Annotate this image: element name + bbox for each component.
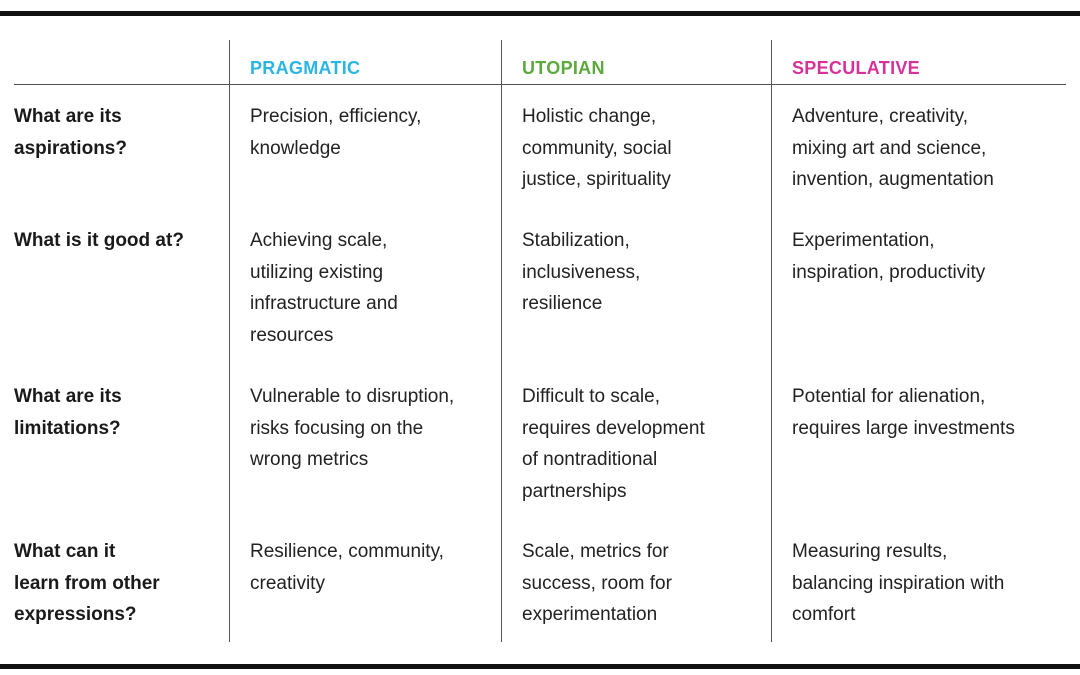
header-speculative: SPECULATIVE [792,58,920,78]
cell-line: requires development [522,417,705,439]
cell-line: Stabilization, [522,230,630,251]
cell-speculative-limitations: Potential for alienation, requires large… [792,381,1062,444]
cell-line: Resilience, community, [250,541,444,562]
cell-line: Holistic change, [522,106,657,127]
cell-line: invention, augmentation [792,169,994,190]
cell-line: Scale, metrics for [522,541,669,562]
cell-line: requires large investments [792,417,1015,439]
cell-utopian-aspirations: Holistic change, community, social justi… [522,101,762,196]
cell-line: resources [250,324,334,346]
cell-line: experimentation [522,604,658,625]
row-label-good-at: What is it good at? [14,225,219,257]
cell-line: partnerships [522,480,627,502]
cell-line: Precision, efficiency, [250,106,422,127]
row-label-line: expressions? [14,604,137,625]
cell-line: inspiration, productivity [792,261,986,283]
row-label-line: What is it good at? [14,230,184,251]
header-rule [14,84,1066,85]
row-label-line: limitations? [14,417,121,439]
header-pragmatic: PRAGMATIC [250,58,361,78]
cell-line: mixing art and science, [792,137,987,159]
column-divider-2 [501,40,502,642]
cell-line: community, social [522,137,672,159]
cell-line: Difficult to scale, [522,386,660,407]
cell-line: balancing inspiration with [792,572,1005,594]
row-label-line: What can it [14,541,116,562]
cell-line: Potential for alienation, [792,386,986,407]
row-label-aspirations: What are its aspirations? [14,101,219,164]
column-divider-3 [771,40,772,642]
bottom-border [0,664,1080,669]
column-divider-1 [229,40,230,642]
cell-line: knowledge [250,137,341,159]
cell-speculative-learn: Measuring results, balancing inspiration… [792,536,1062,631]
cell-speculative-aspirations: Adventure, creativity, mixing art and sc… [792,101,1062,196]
cell-utopian-good-at: Stabilization, inclusiveness, resilience [522,225,762,320]
cell-line: wrong metrics [250,449,369,470]
cell-line: creativity [250,572,325,594]
cell-line: of nontraditional [522,449,658,470]
cell-pragmatic-aspirations: Precision, efficiency, knowledge [250,101,490,164]
cell-line: Adventure, creativity, [792,106,969,127]
row-label-line: What are its [14,106,122,127]
cell-line: success, room for [522,572,672,594]
cell-line: resilience [522,293,603,314]
cell-line: risks focusing on the [250,417,424,439]
cell-pragmatic-good-at: Achieving scale, utilizing existing infr… [250,225,490,351]
cell-line: comfort [792,604,856,625]
cell-line: utilizing existing [250,261,384,283]
cell-line: inclusiveness, [522,261,641,283]
cell-line: Vulnerable to disruption, [250,386,455,407]
header-utopian: UTOPIAN [522,58,605,78]
row-label-line: aspirations? [14,137,127,159]
cell-pragmatic-learn: Resilience, community, creativity [250,536,490,599]
cell-utopian-limitations: Difficult to scale, requires development… [522,381,762,507]
cell-line: justice, spirituality [522,169,671,190]
row-label-line: learn from other [14,572,160,594]
cell-speculative-good-at: Experimentation, inspiration, productivi… [792,225,1062,288]
row-label-learn: What can it learn from other expressions… [14,536,219,631]
cell-pragmatic-limitations: Vulnerable to disruption, risks focusing… [250,381,490,476]
cell-line: infrastructure and [250,293,398,314]
cell-utopian-learn: Scale, metrics for success, room for exp… [522,536,762,631]
cell-line: Experimentation, [792,230,935,251]
row-label-line: What are its [14,386,122,407]
top-border [0,11,1080,16]
cell-line: Measuring results, [792,541,948,562]
row-label-limitations: What are its limitations? [14,381,219,444]
cell-line: Achieving scale, [250,230,388,251]
